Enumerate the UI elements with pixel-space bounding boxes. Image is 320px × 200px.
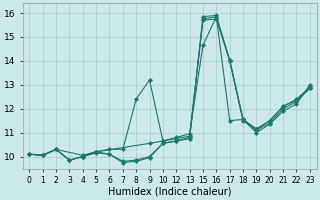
X-axis label: Humidex (Indice chaleur): Humidex (Indice chaleur) bbox=[108, 187, 231, 197]
